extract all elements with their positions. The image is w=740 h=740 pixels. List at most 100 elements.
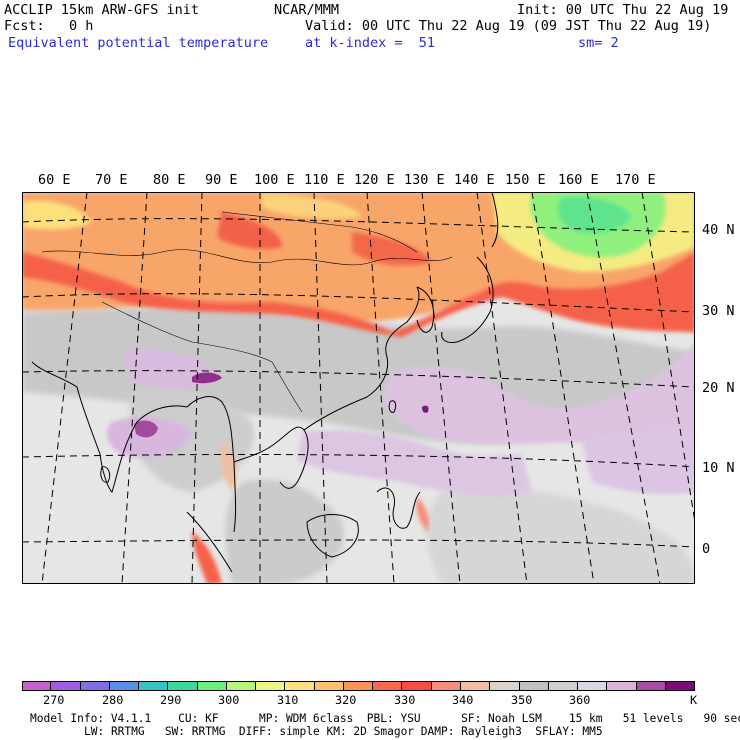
colorbar-tick-300: 300 bbox=[218, 693, 240, 707]
lon-label-70e: 70 E bbox=[95, 172, 128, 188]
model-title: ACCLIP 15km ARW-GFS init bbox=[4, 2, 200, 18]
colorbar-swatch-3 bbox=[109, 681, 140, 691]
level-label: at k-index = 51 bbox=[305, 35, 436, 51]
colorbar-swatch-20 bbox=[607, 681, 637, 691]
yellow-patch-west bbox=[22, 200, 92, 230]
green-core-npac bbox=[557, 196, 632, 234]
map-frame bbox=[22, 192, 695, 584]
meridian-110e bbox=[313, 192, 328, 584]
lat-label-20n: 20 N bbox=[702, 380, 735, 396]
meridian-130e bbox=[421, 192, 461, 584]
lat-label-10n: 10 N bbox=[702, 460, 735, 476]
colorbar-tick-350: 350 bbox=[511, 693, 533, 707]
colorbar-swatch-18 bbox=[548, 681, 579, 691]
field-name: Equivalent potential temperature bbox=[8, 35, 269, 51]
colorbar-swatch-9 bbox=[285, 681, 315, 691]
meridian-150e bbox=[531, 192, 595, 584]
coastlines bbox=[31, 192, 499, 573]
purple-spot-tibet bbox=[192, 372, 222, 384]
lat-label-30n: 30 N bbox=[702, 303, 735, 319]
parallel-10n bbox=[22, 453, 695, 468]
parallel-40n bbox=[22, 218, 695, 233]
lat-label-equator: 0 bbox=[702, 541, 711, 557]
colorbar-swatch-21 bbox=[636, 681, 666, 691]
lon-label-130e: 130 E bbox=[404, 172, 445, 188]
meridian-120e bbox=[366, 192, 395, 584]
colorbar-swatch-17 bbox=[519, 681, 549, 691]
colorbar-swatch-10 bbox=[314, 681, 344, 691]
parallel-equator bbox=[22, 539, 695, 548]
red-patch-mongolia bbox=[352, 232, 432, 266]
coastline-sumatra bbox=[186, 511, 233, 573]
coastline-bay-bengal bbox=[186, 396, 237, 533]
parallel-30n bbox=[22, 293, 695, 313]
purple-spot-pacific bbox=[422, 405, 429, 413]
colorbar-swatch-16 bbox=[490, 681, 520, 691]
colorbar-tick-320: 320 bbox=[335, 693, 357, 707]
border-mongolia bbox=[221, 211, 418, 253]
coastline-japan bbox=[441, 256, 494, 343]
orange-patch-sumatra bbox=[192, 532, 222, 584]
meridian-90e bbox=[191, 192, 203, 584]
lilac-region-pacific-north bbox=[382, 342, 695, 454]
lon-label-110e: 110 E bbox=[304, 172, 345, 188]
colorbar-tick-340: 340 bbox=[452, 693, 474, 707]
lon-label-150e: 150 E bbox=[505, 172, 546, 188]
lilac-region-east bbox=[582, 430, 695, 494]
colorbar-swatch-19 bbox=[578, 681, 608, 691]
country-borders bbox=[41, 211, 453, 413]
colorbar-swatch-2 bbox=[80, 681, 110, 691]
coastline-taiwan bbox=[388, 400, 397, 413]
lon-label-120e: 120 E bbox=[354, 172, 395, 188]
footer-physics-info: LW: RRTMG SW: RRTMG DIFF: simple KM: 2D … bbox=[84, 725, 603, 738]
theta-e-map bbox=[22, 192, 695, 584]
meridian-160e bbox=[586, 192, 661, 584]
colorbar-swatch-13 bbox=[402, 681, 432, 691]
border-himalaya bbox=[101, 301, 273, 363]
gray-patch-pacific bbox=[427, 488, 695, 584]
colorbar-tick-270: 270 bbox=[43, 693, 65, 707]
coastline-sri-lanka bbox=[100, 466, 111, 483]
salmon-patch-java bbox=[416, 497, 429, 532]
lat-label-40n: 40 N bbox=[702, 222, 735, 238]
footer-model-info: Model Info: V4.1.1 CU: KF MP: WDM 6class… bbox=[30, 712, 740, 725]
colorbar-tick-290: 290 bbox=[160, 693, 182, 707]
init-time: Init: 00 UTC Thu 22 Aug 19 bbox=[517, 2, 729, 18]
lon-label-160e: 160 E bbox=[558, 172, 599, 188]
colorbar-tick-280: 280 bbox=[102, 693, 124, 707]
meridian-70e bbox=[41, 192, 88, 584]
lon-label-100e: 100 E bbox=[254, 172, 295, 188]
colorbar-tick-360: 360 bbox=[569, 693, 591, 707]
lon-label-80e: 80 E bbox=[153, 172, 186, 188]
coastline-india bbox=[31, 361, 188, 493]
coastline-korea bbox=[416, 286, 435, 333]
border-china-south bbox=[271, 361, 303, 413]
coastline-china bbox=[303, 286, 420, 431]
red-patch-siberia bbox=[217, 212, 282, 249]
yellow-patch-central bbox=[262, 192, 362, 219]
coastline-philippines bbox=[376, 487, 421, 529]
lon-label-170e: 170 E bbox=[615, 172, 656, 188]
smoothing-label: sm= 2 bbox=[578, 35, 619, 51]
lilac-region-india bbox=[106, 416, 192, 458]
lilac-region-pacific-south bbox=[297, 430, 532, 497]
colorbar-tick-310: 310 bbox=[277, 693, 299, 707]
border-central-asia bbox=[41, 249, 453, 266]
colorbar-swatch-14 bbox=[431, 681, 461, 691]
graticule bbox=[22, 192, 695, 584]
colorbar-swatch-5 bbox=[168, 681, 198, 691]
colorbar-swatch-6 bbox=[197, 681, 227, 691]
forecast-hour: Fcst: 0 h bbox=[4, 18, 94, 34]
purple-spot-india bbox=[134, 420, 158, 438]
colorbar bbox=[22, 681, 696, 691]
lon-label-60e: 60 E bbox=[38, 172, 71, 188]
colorbar-swatch-7 bbox=[226, 681, 257, 691]
colorbar-unit: K bbox=[690, 693, 698, 707]
gray-patch-sea bbox=[225, 479, 344, 584]
organization-label: NCAR/MMM bbox=[274, 2, 340, 18]
colorbar-swatch-11 bbox=[343, 681, 374, 691]
colorbar-swatch-1 bbox=[51, 681, 81, 691]
lon-label-90e: 90 E bbox=[205, 172, 238, 188]
red-band bbox=[22, 252, 695, 337]
colorbar-tick-330: 330 bbox=[394, 693, 416, 707]
